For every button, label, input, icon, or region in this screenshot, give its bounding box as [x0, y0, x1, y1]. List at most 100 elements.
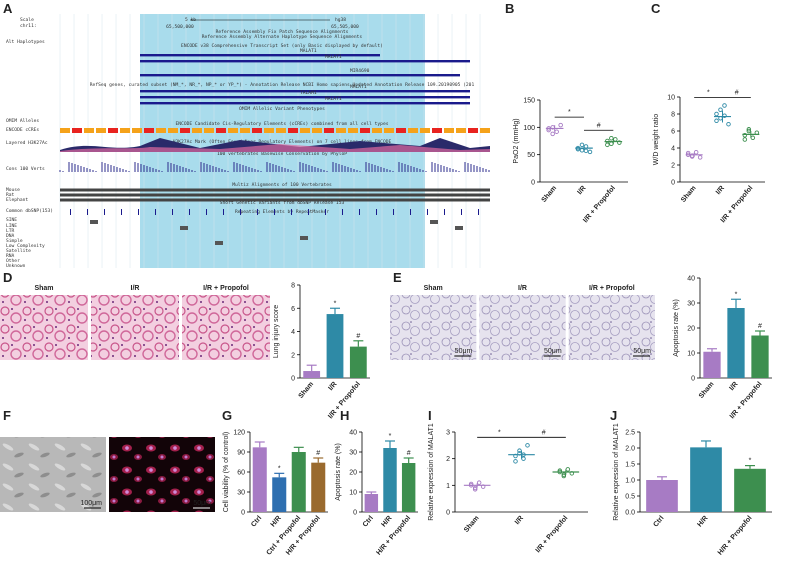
panel-label: E — [393, 270, 402, 285]
ccre-block — [264, 128, 274, 133]
significance: * — [707, 90, 710, 97]
bar — [734, 468, 766, 512]
data-point — [472, 487, 478, 492]
image-label: Sham — [424, 285, 443, 292]
y-tick-label: 0 — [291, 376, 295, 383]
ccre-block — [168, 128, 178, 133]
data-point — [609, 141, 614, 146]
data-point — [565, 467, 571, 472]
track-heading: ENCODE Candidate Cis-Regulatory Elements… — [176, 121, 389, 127]
micrograph — [0, 295, 88, 360]
y-tick-label: 20 — [349, 470, 357, 477]
gene-model — [140, 102, 470, 105]
ccre-block — [324, 128, 334, 133]
data-point — [579, 148, 585, 153]
snp-mark — [325, 209, 326, 215]
y-tick-label: 6 — [671, 129, 675, 136]
snp-mark — [189, 209, 190, 215]
bar — [364, 494, 379, 512]
significance: # — [316, 450, 320, 457]
data-point — [722, 103, 727, 108]
track-heading: Repeating Elements by RepeatMasker — [235, 209, 329, 215]
x-tick-label: I/R — [576, 185, 587, 196]
snp-mark — [393, 209, 394, 215]
snp-mark — [206, 209, 207, 215]
y-tick-label: 4 — [291, 329, 295, 336]
y-tick-label: 8 — [671, 112, 675, 119]
ccre-block — [456, 128, 466, 133]
significance: # — [735, 90, 739, 97]
data-point — [583, 148, 589, 154]
data-point — [587, 149, 593, 155]
ccre-block — [468, 128, 478, 133]
significance: * — [749, 458, 752, 465]
y-axis-label: Lung injury score — [273, 305, 280, 358]
snp-mark — [427, 209, 428, 215]
ccre-block — [432, 128, 442, 133]
snp-mark — [172, 209, 173, 215]
track-label: LTR — [6, 228, 15, 234]
ccre-block — [60, 128, 70, 133]
ccre-block — [84, 128, 94, 133]
ccre-block — [204, 128, 214, 133]
track-label: Other — [6, 258, 20, 264]
data-point — [550, 131, 555, 137]
y-tick-label: 120 — [233, 430, 245, 437]
significance: * — [498, 429, 501, 436]
alignment-track — [60, 193, 490, 197]
y-tick-label: 2.0 — [625, 446, 635, 453]
gene-label: TALAM1 — [300, 90, 317, 96]
y-tick-label: 90 — [237, 450, 245, 457]
x-tick-label: Ctrl — [362, 515, 375, 529]
data-point — [742, 137, 748, 142]
ccre-block — [144, 128, 154, 133]
bar — [703, 351, 721, 378]
panel-label: C — [651, 1, 661, 16]
y-axis-label: Relative expression of MALAT1 — [613, 423, 620, 521]
y-tick-label: 0 — [241, 510, 245, 517]
gene-label: MALAT1 — [350, 84, 367, 90]
ruler-label: chr11: — [20, 23, 37, 29]
y-tick-label: 1.5 — [625, 462, 635, 469]
gene-label: MALAT1 — [325, 54, 342, 60]
x-tick-label: Sham — [698, 381, 716, 400]
data-point — [525, 443, 530, 448]
y-tick-label: 8 — [291, 283, 295, 290]
y-tick-label: 0 — [446, 510, 450, 517]
alignment-track — [60, 188, 490, 192]
snp-mark — [223, 209, 224, 215]
track-label: SINE — [6, 217, 17, 223]
snp-mark — [121, 209, 122, 215]
ccre-block — [108, 128, 118, 133]
snp-mark — [155, 209, 156, 215]
snp-mark — [87, 209, 88, 215]
x-tick-label: Sham — [298, 381, 316, 400]
y-tick-label: 2 — [446, 456, 450, 463]
x-tick-label: H/R — [380, 515, 393, 529]
bar — [383, 448, 397, 512]
y-tick-label: 2.5 — [625, 430, 635, 437]
ccre-block — [480, 128, 490, 133]
significance: # — [542, 429, 546, 436]
data-point — [726, 121, 731, 127]
ccre-block — [216, 128, 226, 133]
gene-model — [140, 90, 470, 93]
gene-label: MALAT1 — [325, 96, 342, 102]
bar — [727, 308, 745, 378]
significance: * — [735, 291, 738, 298]
repeat-element — [215, 241, 223, 245]
data-point — [750, 135, 756, 141]
micrograph — [182, 295, 270, 360]
y-tick-label: 100 — [523, 125, 535, 132]
snp-mark — [444, 209, 445, 215]
x-tick-label: Sham — [541, 185, 559, 204]
micrograph — [91, 295, 179, 360]
snp-mark — [342, 209, 343, 215]
panel-label: G — [222, 408, 232, 423]
track-label: Satellite — [6, 248, 31, 254]
track-label: Simple — [6, 238, 23, 244]
track-label: Alt Haplotypes — [6, 39, 45, 45]
data-point — [558, 122, 563, 128]
ccre-block — [252, 128, 262, 133]
